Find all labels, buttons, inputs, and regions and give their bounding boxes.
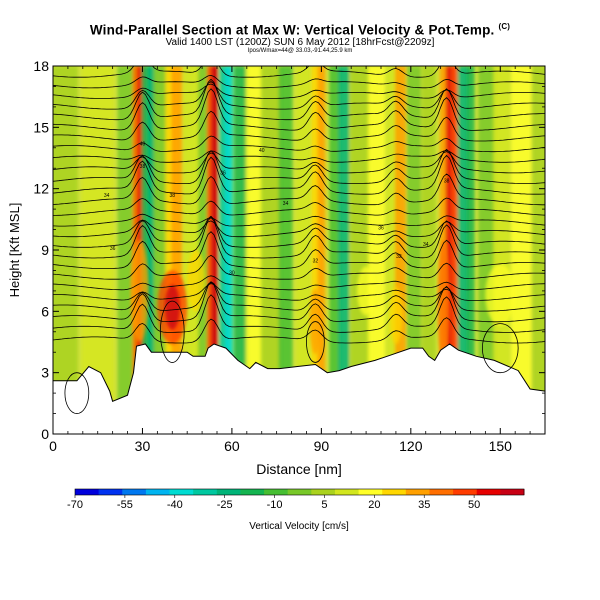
colorbar-tick-label: -40 xyxy=(167,499,183,511)
colorbar xyxy=(74,488,525,496)
colorbar-swatch xyxy=(382,489,407,495)
isentrope-contour xyxy=(53,281,545,312)
isentrope-contour xyxy=(53,150,545,163)
contour-label: 34 xyxy=(283,201,289,207)
colorbar-swatch xyxy=(98,489,123,495)
colorbar-swatch xyxy=(193,489,218,495)
colorbar-swatch xyxy=(169,489,194,495)
isentrope-contour xyxy=(53,74,545,89)
isentrope-contour xyxy=(53,66,545,78)
colorbar-swatch xyxy=(405,489,430,495)
x-tick-label: 90 xyxy=(314,438,330,454)
colorbar-tick-label: -25 xyxy=(217,499,233,511)
colorbar-swatch xyxy=(429,489,454,495)
contour-label: 32 xyxy=(313,258,319,264)
colorbar-tick-label: 20 xyxy=(368,499,380,511)
contour-label: 38 xyxy=(444,179,450,185)
colorbar-swatch xyxy=(453,489,478,495)
colorbar-swatch xyxy=(500,489,525,495)
y-tick-label: 12 xyxy=(33,181,49,197)
isentrope-contour xyxy=(53,78,545,121)
colorbar-swatch xyxy=(311,489,336,495)
contour-label: 36 xyxy=(110,246,116,252)
isentrope-contour xyxy=(53,215,545,248)
x-tick-label: 120 xyxy=(399,438,423,454)
colorbar-swatch xyxy=(240,489,265,495)
x-tick-label: 0 xyxy=(49,438,57,454)
y-tick-label: 3 xyxy=(41,365,49,381)
y-axis-label: Height [Kft MSL] xyxy=(7,203,22,298)
isentrope-contour xyxy=(53,148,545,185)
isentrope-contour xyxy=(53,219,545,238)
x-axis-label: Distance [nm] xyxy=(256,461,342,477)
contour-loop xyxy=(64,372,90,414)
x-tick-label: 150 xyxy=(489,438,513,454)
isentrope-contour xyxy=(53,197,545,216)
contour-label: 32 xyxy=(396,254,402,260)
x-tick-label: 60 xyxy=(224,438,240,454)
colorbar-swatch xyxy=(145,489,171,495)
isentrope-contour xyxy=(53,81,545,110)
isentrope-contour xyxy=(53,83,545,99)
isentrope-contour xyxy=(53,173,545,206)
colorbar-label: Vertical Velocity [cm/s] xyxy=(249,521,349,532)
isentrope-contour xyxy=(53,294,545,333)
colorbar-tick-label: 35 xyxy=(418,499,430,511)
contour-label: 34 xyxy=(423,242,429,248)
colorbar-swatch xyxy=(122,489,147,495)
colorbar-swatch xyxy=(287,489,312,495)
colorbar-tick-label: -55 xyxy=(117,499,133,511)
y-tick-label: 0 xyxy=(41,426,49,442)
chart-subsubtitle: Ipos/Wmax=44@ 33.03,-91.44,25.9 km xyxy=(247,48,353,54)
contour-label: 38 xyxy=(169,193,175,199)
isentrope-contour xyxy=(53,283,545,301)
colorbar-swatch xyxy=(75,489,100,495)
contour-label: 34 xyxy=(104,193,110,199)
colorbar-tick-label: 5 xyxy=(321,499,327,511)
colorbar-swatch xyxy=(264,489,289,495)
colorbar-tick-label: -70 xyxy=(67,499,83,511)
x-tick-label: 30 xyxy=(135,438,151,454)
colorbar-swatch xyxy=(476,489,501,495)
colorbar-tick-label: 50 xyxy=(468,499,480,511)
y-tick-label: 15 xyxy=(33,119,49,135)
colorbar-swatch xyxy=(334,489,360,495)
isentrope-contour xyxy=(53,88,545,131)
isentrope-contour xyxy=(53,110,545,142)
contour-label: 36 xyxy=(220,170,226,176)
contour-label: 38 xyxy=(140,164,146,170)
chart-subtitle: Valid 1400 LST (1200Z) SUN 6 May 2012 [1… xyxy=(165,37,435,48)
colorbar-tick-label: -10 xyxy=(267,499,283,511)
y-tick-label: 6 xyxy=(41,303,49,319)
colorbar-frame xyxy=(74,488,525,496)
contour-loop xyxy=(159,300,185,363)
terrain-mask xyxy=(53,343,545,434)
contour-label: 40 xyxy=(140,142,146,148)
contour-label: 36 xyxy=(378,226,384,232)
colorbar-swatch xyxy=(358,489,383,495)
contour-loop xyxy=(306,321,325,363)
isentrope-contour xyxy=(53,275,545,291)
colorbar-swatch xyxy=(216,489,241,495)
isentrope-contour xyxy=(53,281,545,323)
isentrope-contour xyxy=(53,213,545,227)
contour-label: 40 xyxy=(259,148,265,154)
y-tick-label: 9 xyxy=(41,242,49,258)
isentrope-contour xyxy=(53,151,545,174)
contour-loop xyxy=(481,323,519,374)
isentrope-contour xyxy=(53,216,545,259)
chart-title: Wind-Parallel Section at Max W: Vertical… xyxy=(89,22,511,38)
isentrope-contour xyxy=(53,154,545,195)
isentrope-contour xyxy=(53,317,545,344)
isentrope-contour xyxy=(53,254,545,280)
contour-label: 30 xyxy=(229,271,235,277)
isentrope-contour xyxy=(53,231,545,269)
y-tick-label: 18 xyxy=(33,58,49,74)
isentrope-contour xyxy=(53,135,545,153)
